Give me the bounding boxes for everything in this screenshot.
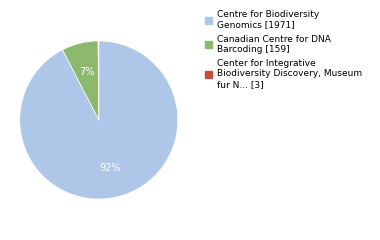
Text: 7%: 7% <box>79 67 95 78</box>
Text: 92%: 92% <box>100 163 121 173</box>
Legend: Centre for Biodiversity
Genomics [1971], Canadian Centre for DNA
Barcoding [159]: Centre for Biodiversity Genomics [1971],… <box>204 9 363 90</box>
Wedge shape <box>20 41 178 199</box>
Wedge shape <box>62 41 99 120</box>
Wedge shape <box>98 41 99 120</box>
